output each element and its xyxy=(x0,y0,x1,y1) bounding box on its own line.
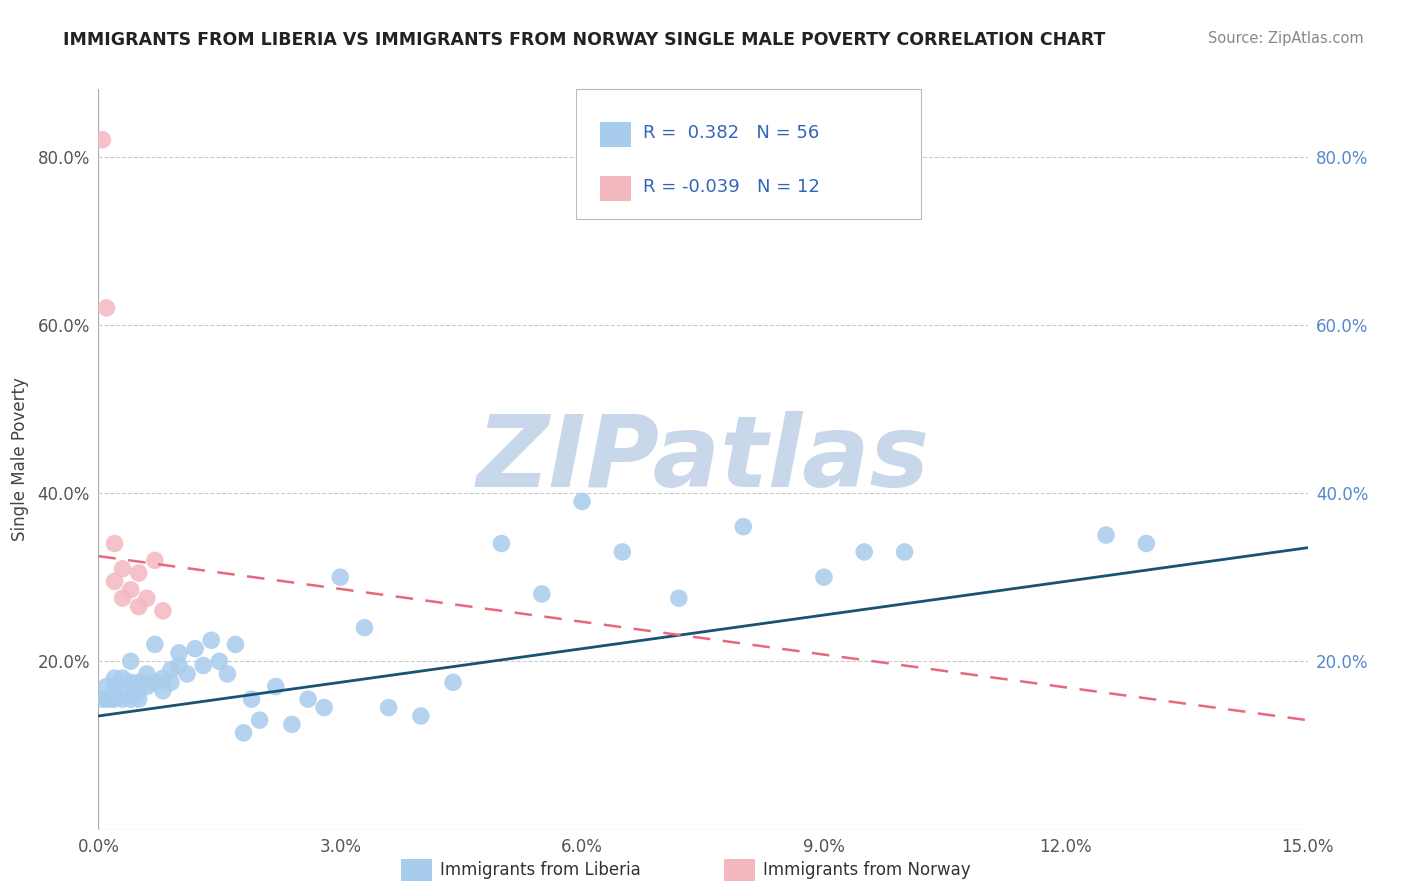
Point xyxy=(128,692,150,706)
Point xyxy=(111,683,134,698)
Point xyxy=(143,675,166,690)
Point xyxy=(103,671,125,685)
Point xyxy=(329,570,352,584)
Point xyxy=(111,591,134,606)
Point xyxy=(668,591,690,606)
Point xyxy=(111,671,134,685)
Point xyxy=(733,519,755,533)
Point xyxy=(103,574,125,589)
Text: Immigrants from Norway: Immigrants from Norway xyxy=(763,861,972,879)
Point xyxy=(103,536,125,550)
Point xyxy=(813,570,835,584)
Point xyxy=(111,692,134,706)
Point xyxy=(135,667,157,681)
Point xyxy=(249,713,271,727)
Point xyxy=(135,680,157,694)
Point xyxy=(1135,536,1157,550)
Point xyxy=(200,633,222,648)
Text: Immigrants from Liberia: Immigrants from Liberia xyxy=(440,861,641,879)
Point xyxy=(91,133,114,147)
Point xyxy=(96,680,118,694)
Point xyxy=(120,692,142,706)
Point xyxy=(208,654,231,668)
Point xyxy=(96,301,118,315)
Point xyxy=(491,536,513,550)
Point xyxy=(128,675,150,690)
Point xyxy=(353,621,375,635)
Point xyxy=(152,683,174,698)
Point xyxy=(530,587,553,601)
Point xyxy=(100,692,122,706)
Text: ZIPatlas: ZIPatlas xyxy=(477,411,929,508)
Point xyxy=(120,675,142,690)
Point xyxy=(96,692,118,706)
Point xyxy=(224,637,246,651)
Text: R = -0.039   N = 12: R = -0.039 N = 12 xyxy=(643,178,820,196)
Point xyxy=(120,654,142,668)
Point xyxy=(103,692,125,706)
Point xyxy=(167,658,190,673)
Point xyxy=(193,658,215,673)
Point xyxy=(111,562,134,576)
Point xyxy=(232,726,254,740)
Point xyxy=(240,692,263,706)
Point xyxy=(160,663,183,677)
Point xyxy=(853,545,876,559)
Point xyxy=(377,700,399,714)
Point xyxy=(314,700,336,714)
Point xyxy=(217,667,239,681)
Text: R =  0.382   N = 56: R = 0.382 N = 56 xyxy=(643,124,818,142)
Point xyxy=(128,566,150,580)
Point xyxy=(128,599,150,614)
Text: Source: ZipAtlas.com: Source: ZipAtlas.com xyxy=(1208,31,1364,46)
Point xyxy=(128,683,150,698)
Point xyxy=(1095,528,1118,542)
Y-axis label: Single Male Poverty: Single Male Poverty xyxy=(11,377,30,541)
Point xyxy=(612,545,634,559)
Point xyxy=(135,591,157,606)
Point xyxy=(281,717,304,731)
Point xyxy=(893,545,915,559)
Point xyxy=(409,709,432,723)
Point xyxy=(152,604,174,618)
Point xyxy=(176,667,198,681)
Point xyxy=(297,692,319,706)
Point xyxy=(120,582,142,597)
Point xyxy=(152,671,174,685)
Point xyxy=(143,553,166,567)
Point xyxy=(91,692,114,706)
Point xyxy=(167,646,190,660)
Point xyxy=(160,675,183,690)
Point xyxy=(103,680,125,694)
Point xyxy=(143,637,166,651)
Text: IMMIGRANTS FROM LIBERIA VS IMMIGRANTS FROM NORWAY SINGLE MALE POVERTY CORRELATIO: IMMIGRANTS FROM LIBERIA VS IMMIGRANTS FR… xyxy=(63,31,1105,49)
Point xyxy=(441,675,464,690)
Point xyxy=(571,494,593,508)
Point xyxy=(264,680,287,694)
Point xyxy=(184,641,207,656)
